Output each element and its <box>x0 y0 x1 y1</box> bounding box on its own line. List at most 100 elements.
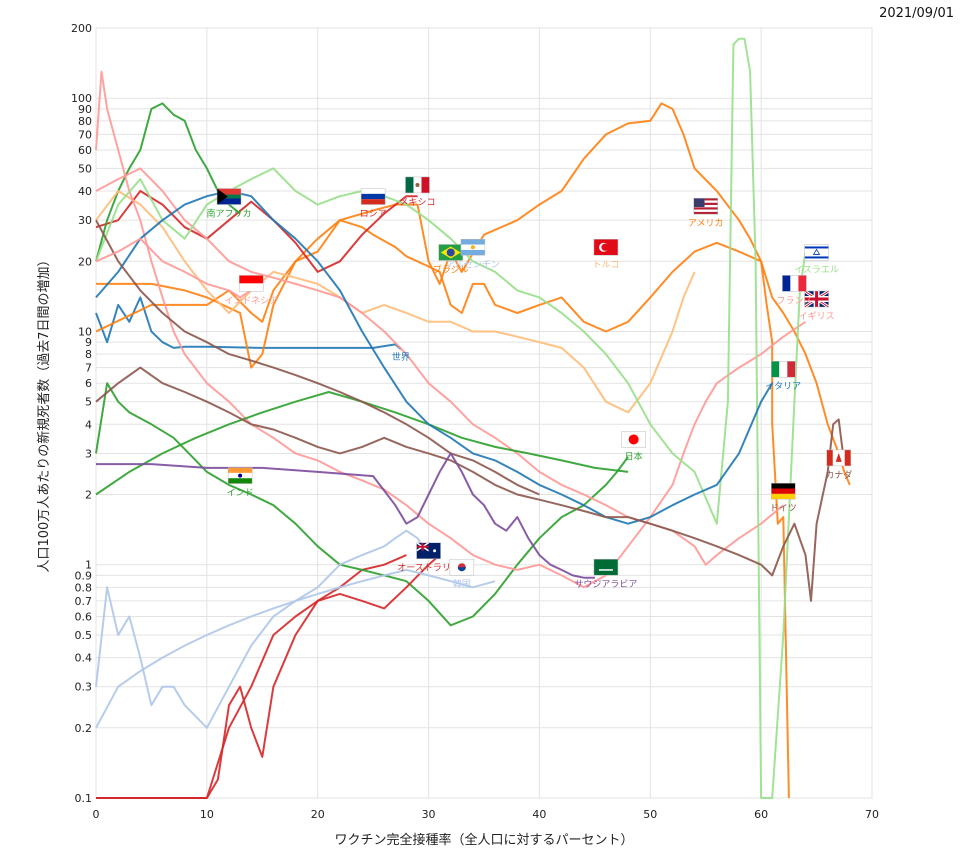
country-flag <box>405 176 430 194</box>
country-flag <box>693 197 718 215</box>
country-label: サウジアラビア <box>574 579 637 590</box>
series-line <box>95 382 629 627</box>
country-flag <box>216 188 242 205</box>
country-label: 南アフリカ <box>207 208 252 220</box>
y-tick-label: 0.4 <box>75 652 93 665</box>
series-line <box>95 219 540 496</box>
y-tick-label: 70 <box>78 128 92 141</box>
y-tick-label: 0.2 <box>75 722 93 735</box>
series-line <box>96 554 407 799</box>
y-tick-label: 100 <box>71 92 92 105</box>
y-tick-label: 0.5 <box>75 629 93 642</box>
country-flag <box>826 449 851 467</box>
y-tick-label: 0.8 <box>75 581 93 594</box>
country-label: フランス <box>776 295 812 306</box>
series-line <box>95 190 774 525</box>
country-flag <box>449 558 475 576</box>
x-tick-label: 30 <box>422 808 436 821</box>
y-axis-title: 人口100万人あたりの新規死者数（過去7日間の増加） <box>36 253 52 572</box>
y-tick-label: 3 <box>85 447 92 460</box>
country-flag <box>593 558 619 576</box>
y-tick-label: 0.7 <box>75 595 93 608</box>
country-flag <box>782 275 807 292</box>
country-label: トルコ <box>593 260 620 270</box>
x-tick-label: 10 <box>200 808 214 821</box>
country-label: ロシア <box>360 210 387 220</box>
series-line <box>96 452 595 579</box>
country-flag <box>416 542 441 559</box>
x-tick-label: 70 <box>865 808 879 821</box>
country-label: メキシコ <box>399 198 435 208</box>
series-lines <box>95 37 851 799</box>
y-tick-label: 0.9 <box>75 569 93 582</box>
y-tick-label: 20 <box>78 255 92 268</box>
x-tick-labels: 0 10 20 30 40 50 60 70 <box>93 808 880 821</box>
series-line <box>96 554 441 799</box>
country-flag <box>621 431 646 448</box>
series-line <box>95 366 846 602</box>
series-line <box>95 237 252 299</box>
y-tick-label: 0.3 <box>75 681 93 694</box>
country-label: アルゼンチン <box>446 258 500 270</box>
country-flag <box>438 244 463 261</box>
country-label: 日本 <box>625 450 643 462</box>
x-tick-label: 0 <box>93 808 100 821</box>
y-tick-label: 90 <box>78 103 92 116</box>
country-label: アメリカ <box>688 218 724 229</box>
series-line <box>95 102 241 262</box>
y-tick-label: 80 <box>78 115 92 128</box>
x-tick-label: 60 <box>754 808 768 821</box>
y-tick-label: 9 <box>85 336 92 349</box>
x-axis-title: ワクチン完全接種率（全人口に対するパーセント） <box>334 832 633 848</box>
y-tick-label: 200 <box>71 22 92 35</box>
country-flag <box>460 239 486 256</box>
country-flag <box>771 482 796 500</box>
y-tick-label: 1 <box>85 559 92 572</box>
country-label: 世界 <box>392 351 410 363</box>
country-flag <box>771 360 796 378</box>
series-line <box>95 70 807 589</box>
y-tick-label: 2 <box>85 489 92 502</box>
y-tick-label: 40 <box>78 185 92 198</box>
series-line <box>95 568 496 729</box>
country-flag <box>803 289 830 309</box>
y-tick-label: 30 <box>78 214 92 227</box>
country-flag <box>238 275 264 292</box>
y-tick-label: 50 <box>78 162 92 175</box>
y-tick-label: 0.1 <box>75 792 93 805</box>
country-label: イタリア <box>765 381 801 392</box>
y-tick-label: 5 <box>85 396 92 409</box>
y-tick-label: 6 <box>85 377 92 390</box>
y-tick-label: 60 <box>78 144 92 157</box>
country-label: 韓国 <box>453 579 471 590</box>
country-label: ブラジル <box>433 263 469 275</box>
y-tick-label: 8 <box>85 348 92 361</box>
country-flag <box>360 188 386 205</box>
series-line <box>95 219 851 486</box>
country-flag <box>227 467 253 484</box>
country-label: オーストラリア <box>397 563 460 574</box>
country-label: カナダ <box>825 469 852 481</box>
series-line <box>95 529 430 729</box>
y-tick-label: 0.6 <box>75 610 93 623</box>
x-tick-label: 40 <box>532 808 546 821</box>
country-label: ドイツ <box>770 504 797 514</box>
series-line <box>95 167 784 566</box>
series-line <box>95 37 807 799</box>
date-label: 2021/09/01 <box>879 6 954 21</box>
country-label: インド <box>227 489 254 499</box>
country-label: インドネシア <box>224 295 278 306</box>
x-tick-label: 50 <box>643 808 657 821</box>
y-tick-label: 4 <box>85 418 92 431</box>
country-label: イスラエル <box>794 264 839 275</box>
x-tick-label: 20 <box>311 808 325 821</box>
series-line <box>95 296 402 350</box>
y-tick-label: 7 <box>85 362 92 375</box>
country-flag <box>804 244 829 261</box>
country-flag <box>593 239 619 256</box>
y-tick-label: 10 <box>78 325 92 338</box>
country-label: イギリス <box>799 311 835 322</box>
